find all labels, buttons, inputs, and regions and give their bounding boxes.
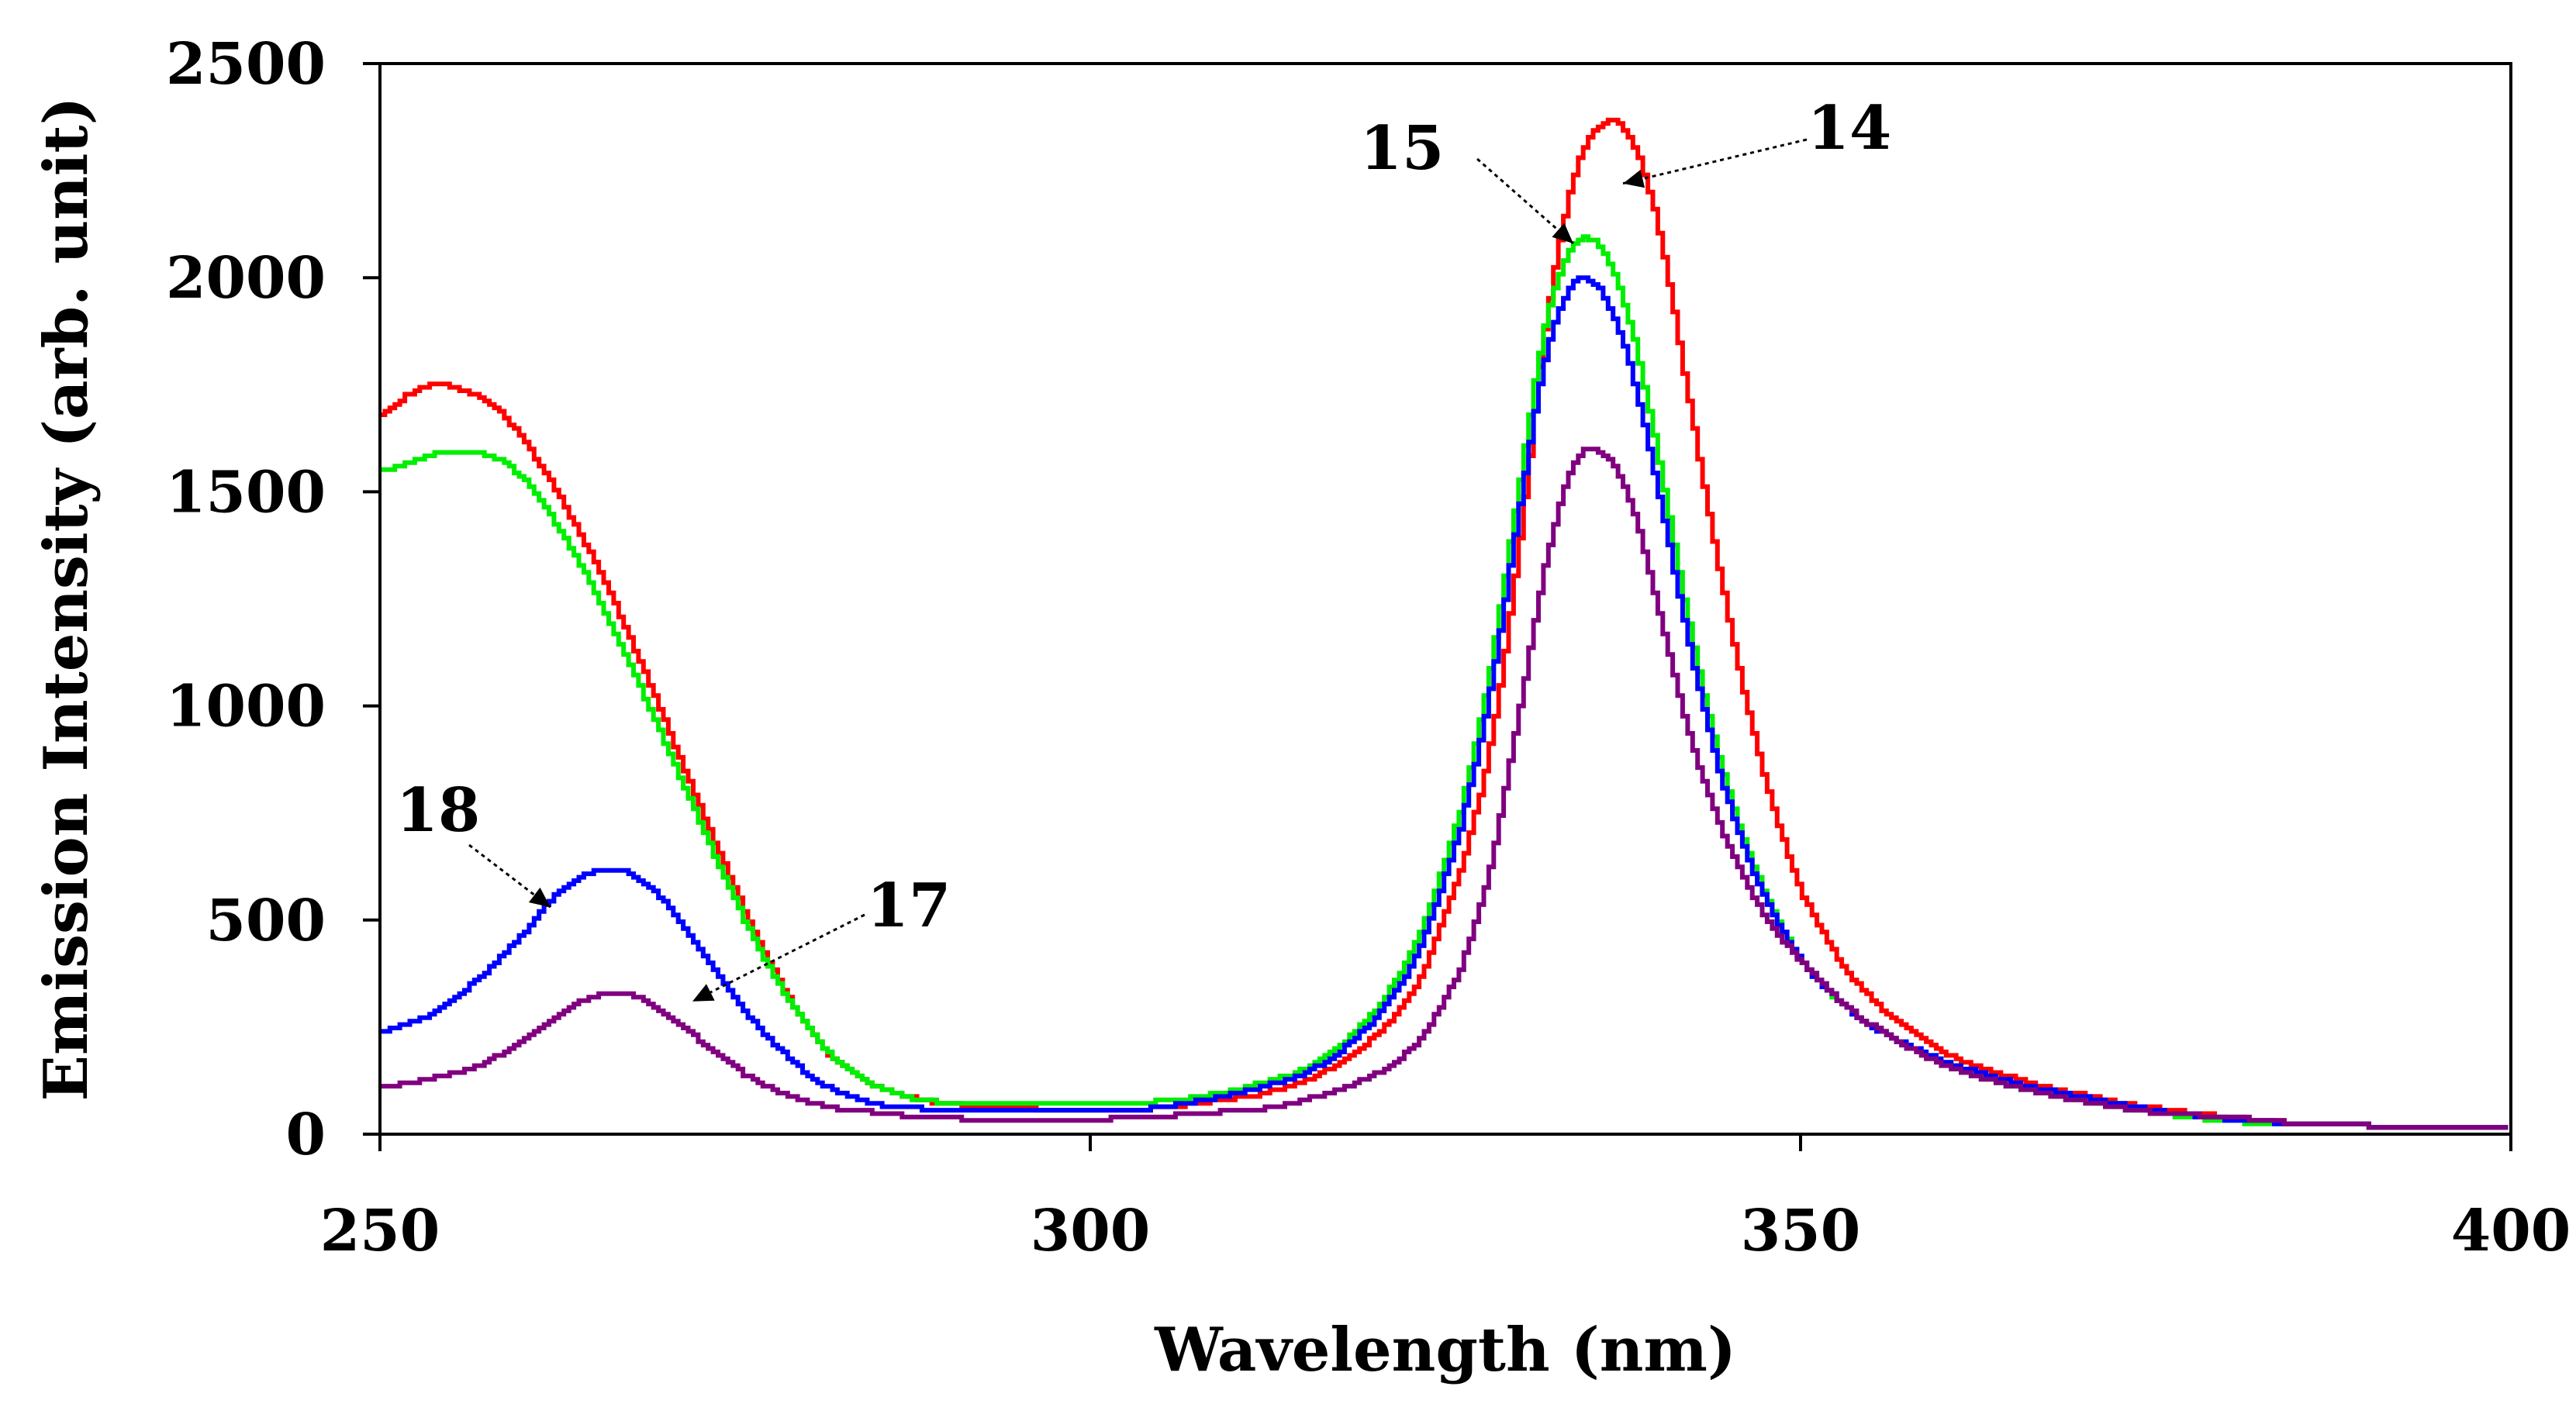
- plot-area-frame: [378, 62, 2512, 1136]
- x-tick-label: 250: [320, 1198, 440, 1264]
- x-axis-title: Wavelength (nm): [1154, 1315, 1736, 1385]
- annotation-arrowhead-15: [1552, 222, 1573, 243]
- y-tick-label: 2000: [166, 245, 326, 312]
- annotation-arrowhead-17: [692, 984, 715, 1002]
- x-tick-label: 300: [1031, 1198, 1150, 1264]
- series-line-17: [380, 447, 2509, 1130]
- annotation-label-14: 14: [1808, 93, 1892, 164]
- y-tick-label: 1000: [166, 674, 326, 740]
- annotation-label-18: 18: [396, 775, 481, 846]
- annotation-label-17: 17: [867, 871, 951, 941]
- y-axis-ticks: 0 500 1000 1500 2000 2500: [166, 31, 380, 1168]
- y-tick-label: 1500: [166, 459, 326, 526]
- annotation-label-15: 15: [1360, 113, 1445, 184]
- x-tick-label: 350: [1741, 1198, 1860, 1264]
- y-tick-label: 2500: [166, 31, 326, 98]
- annotation-arrow-14: [1622, 138, 1808, 185]
- y-axis-title: Emission Intensity (arb. unit): [31, 97, 102, 1102]
- x-axis-ticks: 250 300 350 400: [320, 1134, 2571, 1264]
- annotation-arrowhead-14: [1623, 170, 1645, 188]
- annotation-arrow-17: [692, 913, 865, 1003]
- series-line-14: [380, 117, 2509, 1130]
- annotation-arrowhead-18: [528, 887, 551, 908]
- annotation-layer: 14 15 18 17: [396, 93, 1892, 1003]
- annotation-arrow-15: [1476, 157, 1574, 245]
- y-tick-label: 500: [206, 888, 326, 954]
- y-tick-label: 0: [286, 1102, 326, 1168]
- series-layer: [380, 117, 2509, 1130]
- x-tick-label: 400: [2451, 1198, 2571, 1264]
